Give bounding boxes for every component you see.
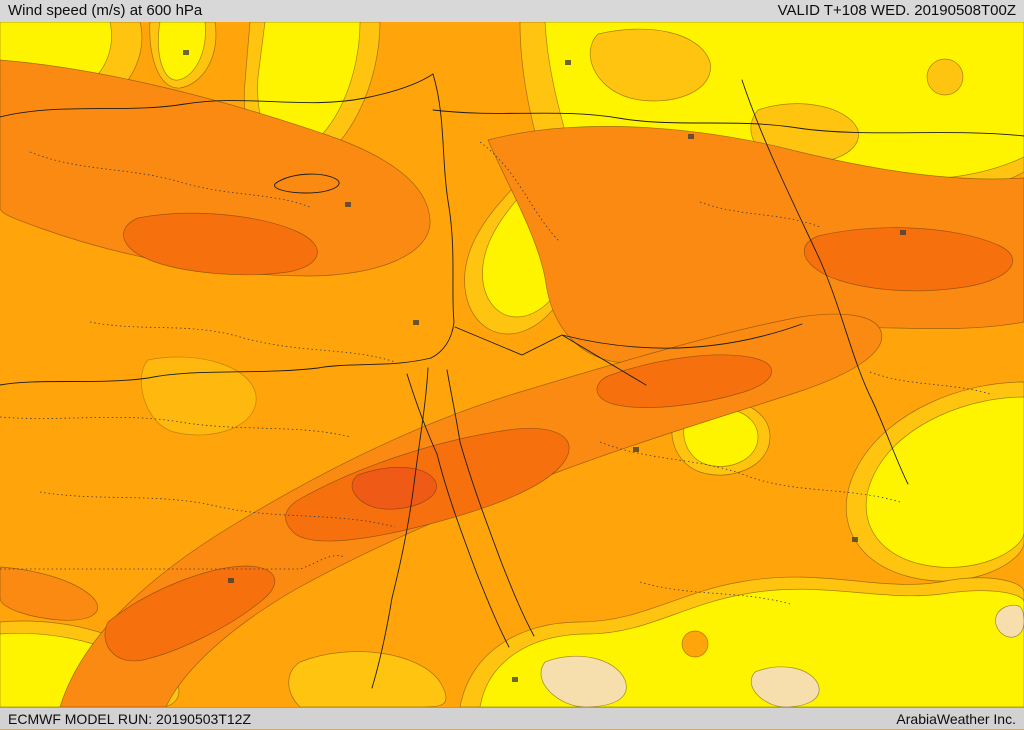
geographic-borders <box>0 73 1024 689</box>
attribution-label: ArabiaWeather Inc. <box>896 710 1016 727</box>
map-title: Wind speed (m/s) at 600 hPa <box>8 2 203 19</box>
wind-band-core-layer <box>104 212 1013 662</box>
contour-label-marks <box>183 50 906 682</box>
wind-speed-map <box>0 22 1024 707</box>
map-area <box>0 22 1024 707</box>
valid-time-label: VALID T+108 WED. 20190508T00Z <box>777 2 1016 19</box>
header-bar: Wind speed (m/s) at 600 hPa VALID T+108 … <box>0 0 1024 22</box>
wind-band-cream-layer <box>540 604 1024 707</box>
wind-band-dark-layer <box>0 59 1024 707</box>
footer-bar: ECMWF MODEL RUN: 20190503T12Z ArabiaWeat… <box>0 707 1024 729</box>
model-run-label: ECMWF MODEL RUN: 20190503T12Z <box>8 710 251 727</box>
border-dotted-lines <box>0 141 991 605</box>
